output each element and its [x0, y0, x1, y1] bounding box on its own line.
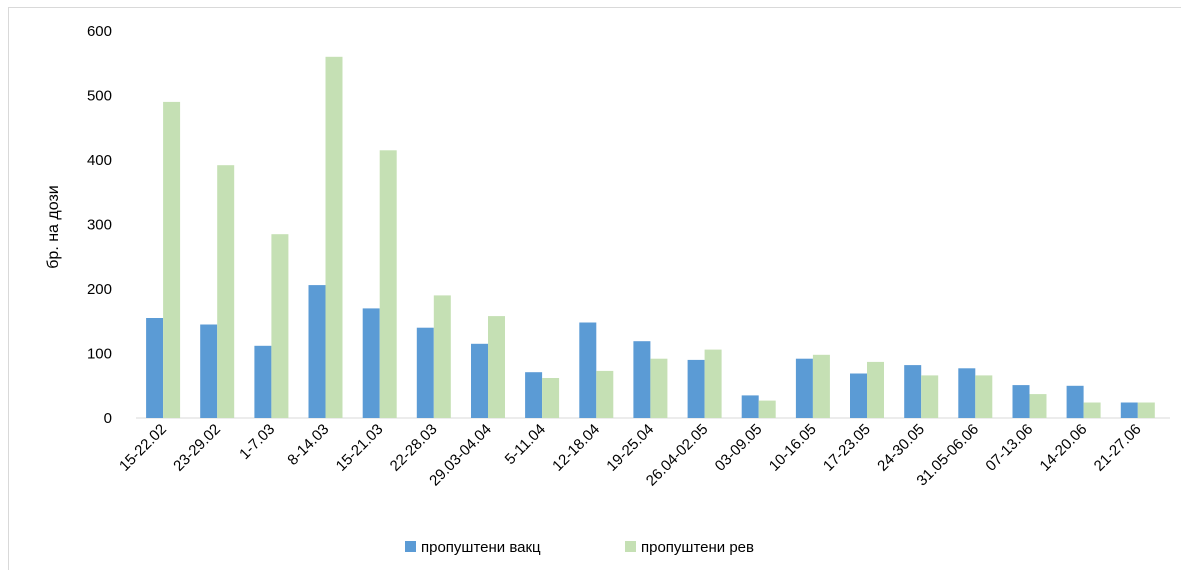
bar-series-2-2 — [271, 234, 289, 418]
bar-series-2-18 — [1137, 402, 1155, 418]
bar-series-1-8 — [579, 322, 597, 418]
bar-series-2-4 — [379, 150, 397, 419]
bar-series-2-10 — [704, 349, 722, 418]
x-tick-label: 17-23.05 — [820, 421, 874, 475]
bar-series-2-11 — [758, 400, 776, 418]
bar-series-1-1 — [200, 324, 218, 418]
bar-series-1-9 — [633, 341, 651, 418]
legend: пропуштени вакц пропуштени рев — [405, 539, 754, 556]
bar-series-2-9 — [650, 358, 668, 418]
y-tick-label: 600 — [87, 23, 112, 40]
legend-swatch-series-1 — [405, 541, 416, 552]
y-tick-label: 300 — [87, 217, 112, 234]
bar-series-2-8 — [596, 370, 614, 418]
bar-series-2-16 — [1029, 394, 1047, 418]
x-tick-label: 14-20.06 — [1037, 421, 1091, 475]
bar-series-1-16 — [1012, 385, 1030, 418]
bar-series-1-14 — [904, 365, 922, 418]
x-tick-label: 22-28.03 — [387, 421, 441, 475]
x-tick-label: 12-18.04 — [549, 421, 603, 475]
bar-series-1-17 — [1066, 385, 1084, 419]
bar-series-2-13 — [867, 361, 884, 418]
bar-series-1-3 — [308, 285, 326, 418]
bar-series-1-6 — [471, 343, 488, 418]
bar-series-1-18 — [1120, 402, 1138, 418]
bar-series-2-12 — [812, 354, 830, 418]
bar-series-2-6 — [488, 316, 505, 418]
bar-series-1-2 — [254, 345, 272, 418]
bar-series-2-3 — [325, 56, 343, 419]
legend-label-series-2: пропуштени рев — [641, 539, 754, 556]
x-tick-label: 23-29.02 — [170, 421, 224, 475]
y-axis-label: бр. на дози — [45, 185, 62, 268]
bar-series-2-5 — [433, 295, 451, 418]
x-tick-label: 1-7.03 — [236, 421, 278, 463]
bar-series-2-17 — [1083, 402, 1101, 418]
bar-series-2-7 — [542, 378, 560, 418]
bars — [146, 56, 1155, 419]
x-axis-ticks: 15-22.02 23-29.02 1-7.03 8-14.03 15-21.03 22-… — [116, 421, 1145, 490]
x-tick-label: 15-22.02 — [116, 421, 170, 475]
x-tick-label: 8-14.03 — [284, 421, 332, 469]
bar-series-1-11 — [741, 395, 759, 418]
bar-series-2-14 — [921, 375, 939, 418]
y-tick-label: 500 — [87, 88, 112, 105]
bar-series-1-15 — [958, 368, 976, 418]
x-tick-label: 07-13.06 — [982, 421, 1036, 475]
x-tick-label: 21-27.06 — [1091, 421, 1145, 475]
bar-series-1-0 — [146, 318, 164, 418]
y-axis-ticks: 0 100 200 300 400 500 600 — [87, 23, 112, 427]
y-tick-label: 100 — [87, 346, 112, 363]
bar-series-1-12 — [795, 358, 813, 418]
bar-series-1-10 — [687, 359, 705, 418]
x-tick-label: 10-16.05 — [766, 421, 820, 475]
bar-series-2-1 — [217, 165, 235, 418]
bar-series-2-0 — [163, 101, 181, 419]
legend-swatch-series-2 — [625, 541, 636, 552]
bar-series-1-4 — [362, 308, 380, 418]
bar-series-2-15 — [975, 375, 993, 418]
y-tick-label: 0 — [104, 410, 112, 427]
bar-series-1-7 — [525, 372, 543, 418]
x-tick-label: 5-11.04 — [502, 421, 549, 468]
x-tick-label: 03-09.05 — [712, 421, 766, 475]
y-tick-label: 200 — [87, 281, 112, 298]
bar-series-1-13 — [850, 373, 867, 418]
bar-series-1-5 — [416, 327, 434, 418]
chart-frame — [8, 7, 1181, 570]
x-tick-label: 24-30.05 — [874, 421, 928, 475]
legend-label-series-1: пропуштени вакц — [421, 539, 541, 556]
y-tick-label: 400 — [87, 152, 112, 169]
x-tick-label: 15-21.03 — [333, 421, 387, 475]
x-tick-label: 19-25.04 — [603, 421, 657, 475]
